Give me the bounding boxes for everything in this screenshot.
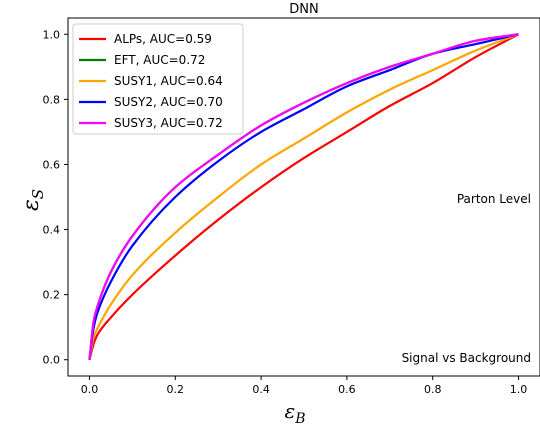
annotation-signal-vs-background: Signal vs Background (402, 351, 531, 365)
y-tick-label: 1.0 (43, 28, 61, 41)
legend: ALPs, AUC=0.59 EFT, AUC=0.72 SUSY1, AUC=0.… (72, 23, 244, 135)
y-tick-label: 0.2 (43, 289, 61, 302)
y-tick-label: 0.4 (43, 224, 61, 237)
y-axis-subscript: S (29, 189, 47, 199)
legend-label: SUSY1, AUC=0.64 (114, 74, 223, 88)
annotation-parton-level: Parton Level (457, 192, 531, 206)
legend-label: SUSY3, AUC=0.72 (114, 116, 223, 130)
x-tick-label: 1.0 (510, 383, 528, 396)
x-tick-label: 0.0 (81, 383, 99, 396)
legend-label: SUSY2, AUC=0.70 (114, 95, 223, 109)
legend-label: EFT, AUC=0.72 (114, 53, 205, 67)
y-axis-symbol: ε (19, 199, 44, 211)
x-axis-subscript: B (294, 411, 305, 427)
svg-text:εS: εS (19, 189, 47, 211)
x-axis-label: εB (284, 399, 305, 427)
y-tick-label: 0.8 (43, 93, 61, 106)
legend-label: ALPs, AUC=0.59 (114, 32, 212, 46)
y-axis-ticks: 0.0 0.2 0.4 0.6 0.8 1.0 (43, 28, 68, 367)
svg-text:εB: εB (284, 399, 305, 427)
x-axis-symbol: ε (284, 399, 295, 423)
y-tick-label: 0.6 (43, 158, 61, 171)
series-line-4 (88, 33, 519, 360)
y-tick-label: 0.0 (43, 354, 61, 367)
x-tick-label: 0.6 (338, 383, 356, 396)
x-tick-label: 0.8 (424, 383, 442, 396)
plot-frame (67, 17, 540, 377)
y-axis-label: εS (19, 189, 47, 211)
legend-box (72, 23, 244, 135)
x-axis-ticks: 0.0 0.2 0.4 0.6 0.8 1.0 (81, 376, 528, 396)
series-lines (88, 33, 520, 361)
series-line-2 (88, 33, 519, 360)
x-tick-label: 0.2 (167, 383, 185, 396)
chart-title: DNN (289, 2, 318, 17)
series-line-0 (88, 33, 520, 361)
x-tick-label: 0.4 (252, 383, 270, 396)
